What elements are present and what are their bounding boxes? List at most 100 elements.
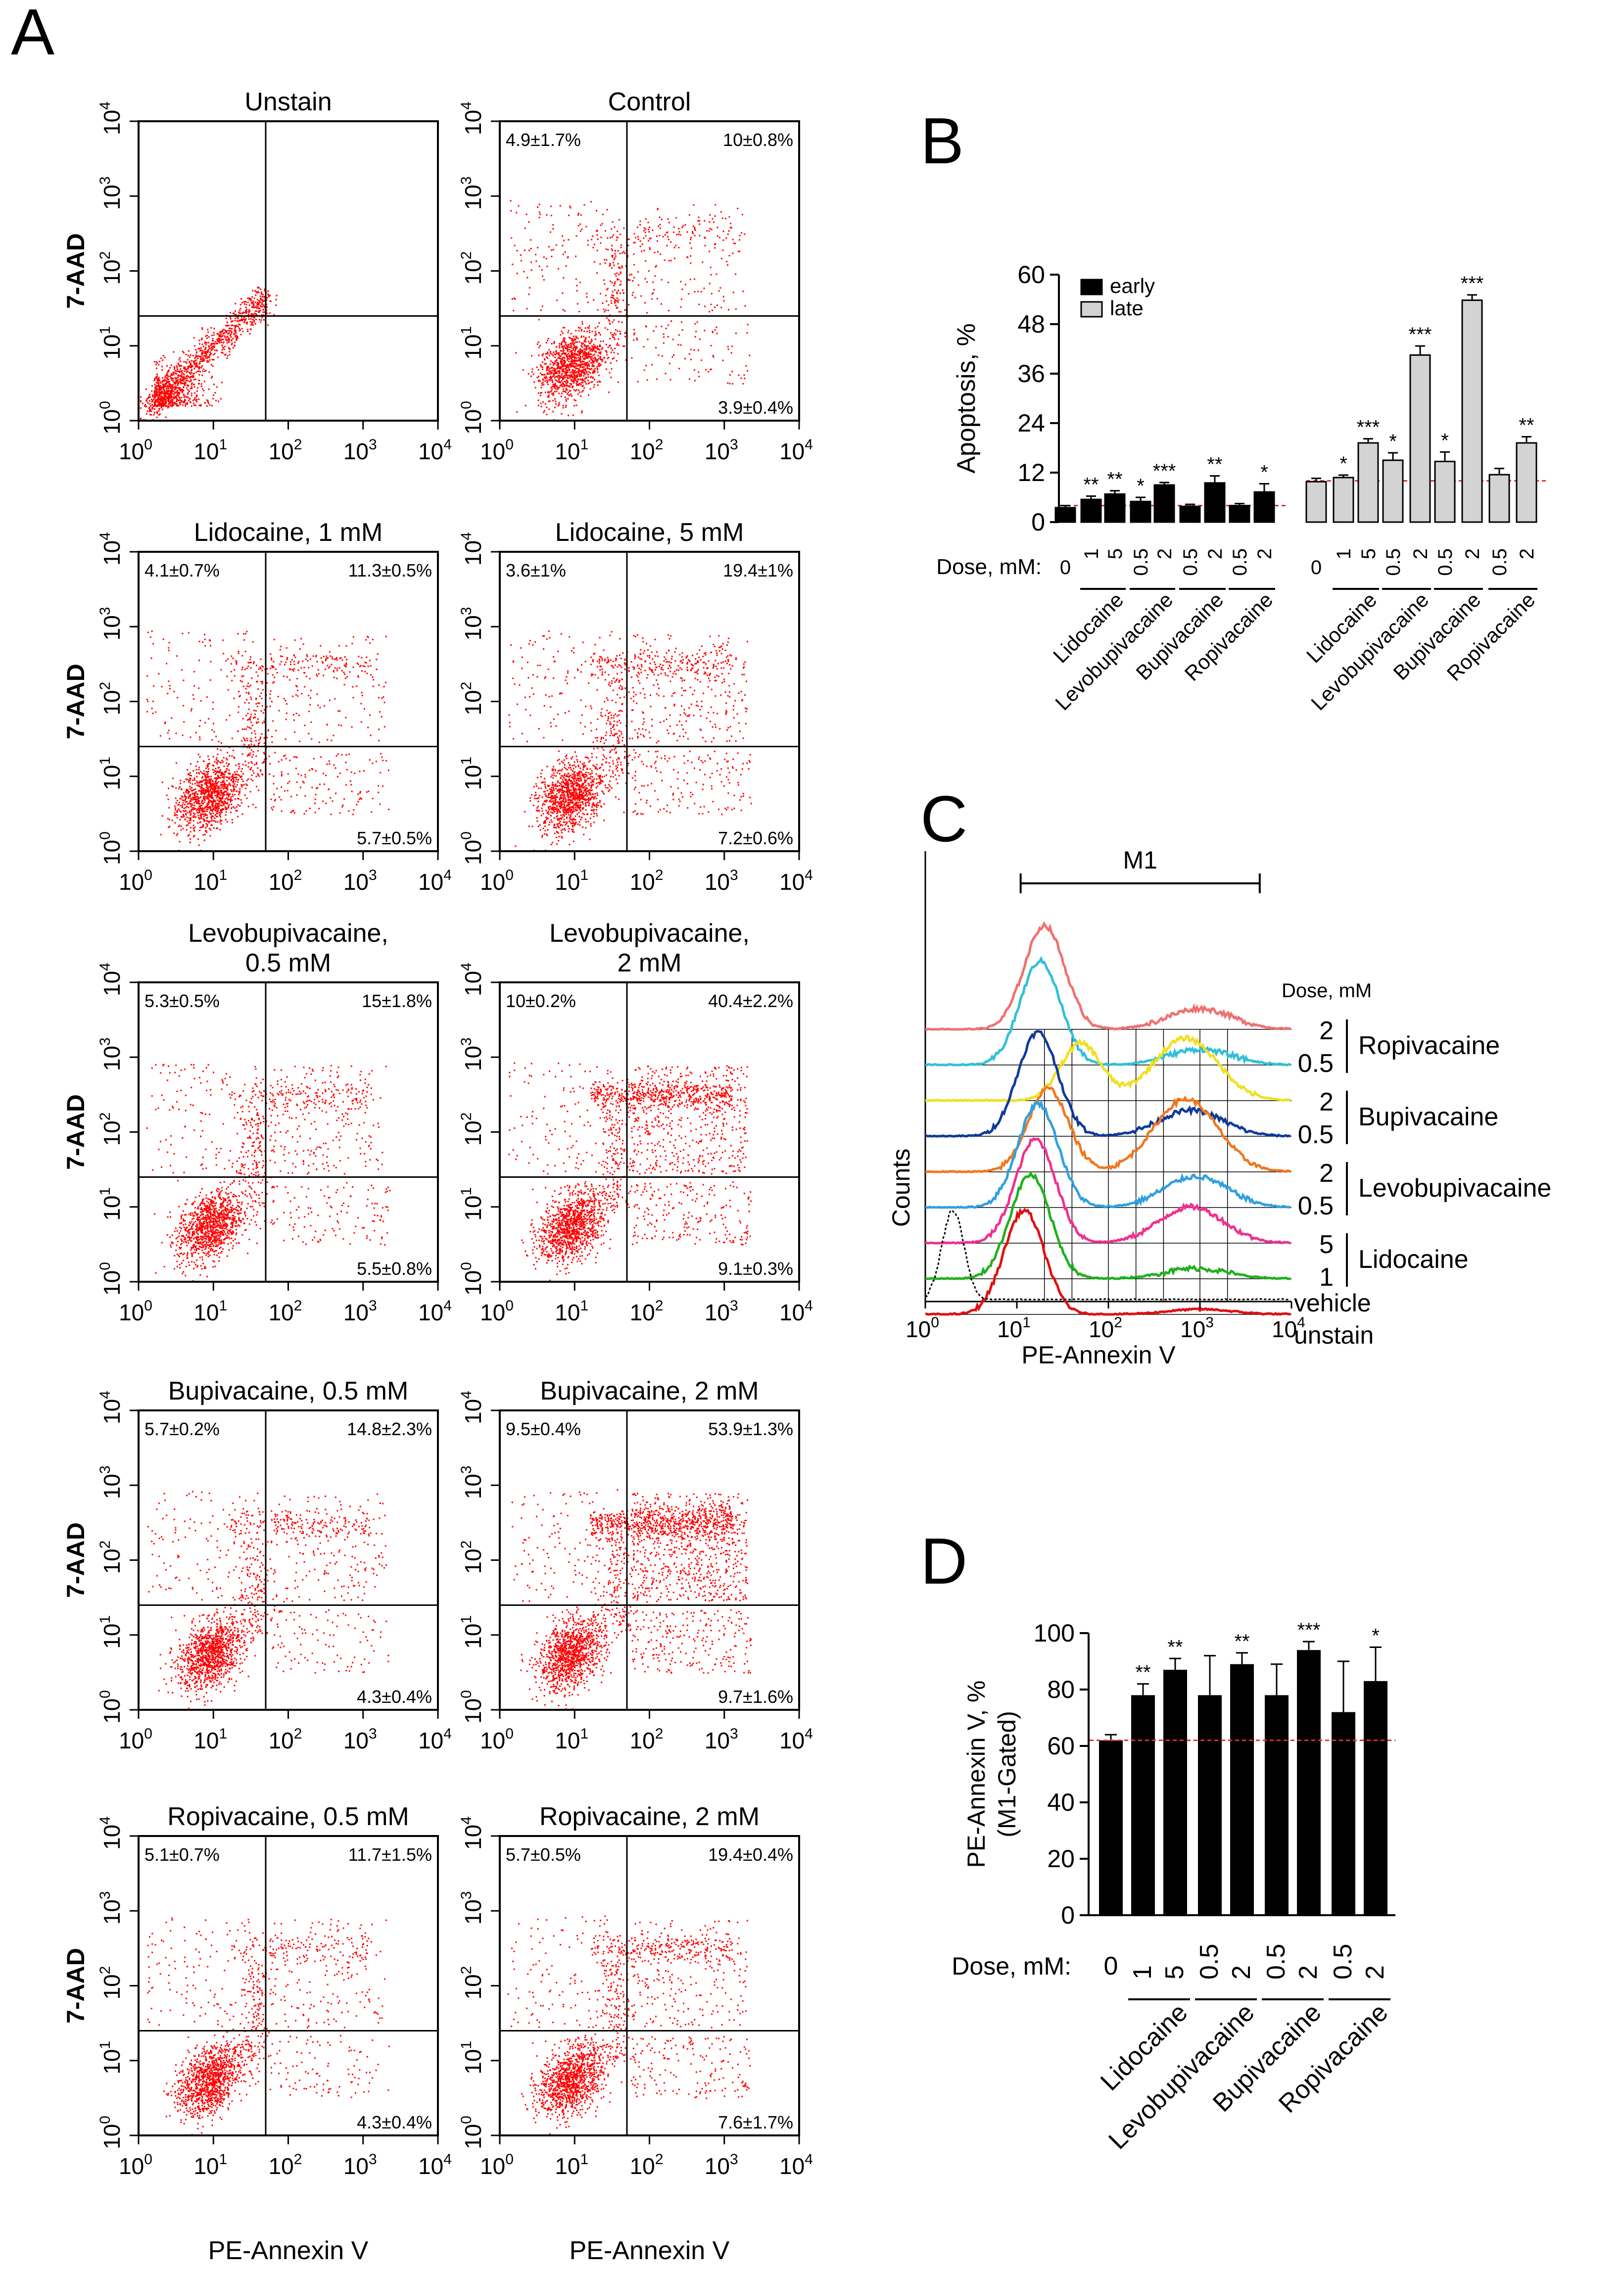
- scatter-point: [186, 806, 188, 808]
- scatter-point: [179, 798, 181, 800]
- scatter-point: [156, 389, 158, 391]
- scatter-point: [546, 214, 548, 216]
- scatter-point: [585, 349, 587, 351]
- scatter-point: [193, 795, 195, 797]
- scatter-point: [572, 379, 573, 381]
- scatter-point: [244, 669, 246, 670]
- scatter-point: [158, 380, 160, 382]
- scatter-point: [176, 800, 178, 802]
- scatter-point: [567, 350, 569, 352]
- scatter-point: [158, 388, 159, 390]
- scatter-point: [542, 374, 544, 376]
- scatter-point: [704, 237, 706, 239]
- scatter-point: [561, 363, 563, 365]
- scatter-point: [593, 261, 595, 263]
- scatter-point: [223, 653, 224, 655]
- tick-base: 10: [460, 335, 486, 360]
- scatter-point: [238, 768, 240, 770]
- scatter-point: [233, 313, 235, 315]
- scatter-point: [583, 344, 585, 346]
- scatter-point: [228, 777, 230, 779]
- scatter-point: [573, 353, 574, 355]
- scatter-point: [567, 347, 569, 349]
- scatter-point: [268, 295, 270, 296]
- scatter-point: [243, 312, 245, 314]
- scatter-point: [257, 307, 259, 309]
- scatter-point: [204, 775, 206, 777]
- scatter-point: [197, 797, 199, 798]
- scatter-point: [225, 809, 227, 810]
- scatter-point: [251, 323, 253, 325]
- scatter-point: [584, 352, 586, 354]
- scatter-point: [207, 809, 209, 811]
- scatter-point: [575, 363, 577, 365]
- scatter-point: [181, 374, 183, 376]
- scatter-point: [350, 771, 352, 773]
- scatter-point: [220, 749, 222, 751]
- scatter-point: [586, 355, 588, 356]
- scatter-point: [628, 239, 630, 240]
- scatter-point: [224, 771, 226, 773]
- scatter-point: [267, 673, 269, 675]
- scatter-point: [567, 349, 569, 351]
- scatter-point: [150, 414, 152, 416]
- scatter-point: [572, 356, 573, 358]
- scatter-point: [250, 318, 252, 320]
- scatter-point: [149, 408, 151, 410]
- scatter-point: [240, 802, 242, 804]
- scatter-point: [598, 380, 600, 382]
- scatter-point: [260, 770, 262, 772]
- scatter-point: [666, 232, 668, 234]
- scatter-point: [543, 374, 545, 376]
- scatter-point: [201, 781, 203, 783]
- scatter-point: [573, 379, 575, 381]
- scatter-point: [172, 786, 174, 788]
- scatter-point: [737, 207, 739, 209]
- scatter-point: [246, 685, 248, 687]
- scatter-point: [186, 387, 188, 389]
- scatter-point: [229, 335, 231, 337]
- scatter-point: [222, 808, 224, 810]
- scatter-point: [617, 263, 619, 265]
- scatter-point: [154, 387, 156, 388]
- scatter-point: [244, 794, 246, 796]
- scatter-point: [600, 292, 602, 294]
- scatter-point: [165, 402, 167, 404]
- scatter-point: [219, 812, 221, 814]
- scatter-point: [169, 738, 171, 740]
- scatter-point: [269, 668, 271, 670]
- scatter-point: [552, 361, 554, 363]
- scatter-point: [591, 365, 593, 367]
- scatter-point: [598, 322, 600, 324]
- scatter-point: [538, 211, 540, 213]
- scatter-point: [602, 213, 604, 215]
- scatter-point: [548, 371, 550, 373]
- scatter-point: [212, 764, 214, 766]
- scatter-point: [303, 782, 305, 784]
- scatter-point: [223, 781, 225, 783]
- scatter-point: [243, 744, 245, 745]
- scatter-point: [213, 731, 215, 733]
- scatter-point: [158, 393, 160, 395]
- scatter-point: [285, 738, 287, 740]
- scatter-point: [690, 359, 692, 360]
- scatter-point: [208, 759, 210, 761]
- scatter-point: [162, 355, 164, 357]
- scatter-point: [251, 732, 253, 734]
- scatter-point: [531, 368, 533, 370]
- scatter-point: [238, 794, 239, 796]
- scatter-point: [189, 365, 191, 367]
- scatter-point: [257, 721, 259, 723]
- scatter-point: [359, 666, 361, 668]
- scatter-point: [204, 352, 206, 354]
- scatter-point: [559, 347, 561, 348]
- scatter-point: [565, 361, 567, 363]
- scatter-point: [161, 815, 163, 817]
- scatter-point: [618, 338, 620, 340]
- scatter-point: [589, 342, 591, 344]
- scatter-point: [611, 244, 613, 246]
- scatter-point: [190, 364, 191, 366]
- scatter-point: [555, 376, 557, 378]
- scatter-point: [575, 360, 577, 362]
- scatter-point: [575, 255, 577, 257]
